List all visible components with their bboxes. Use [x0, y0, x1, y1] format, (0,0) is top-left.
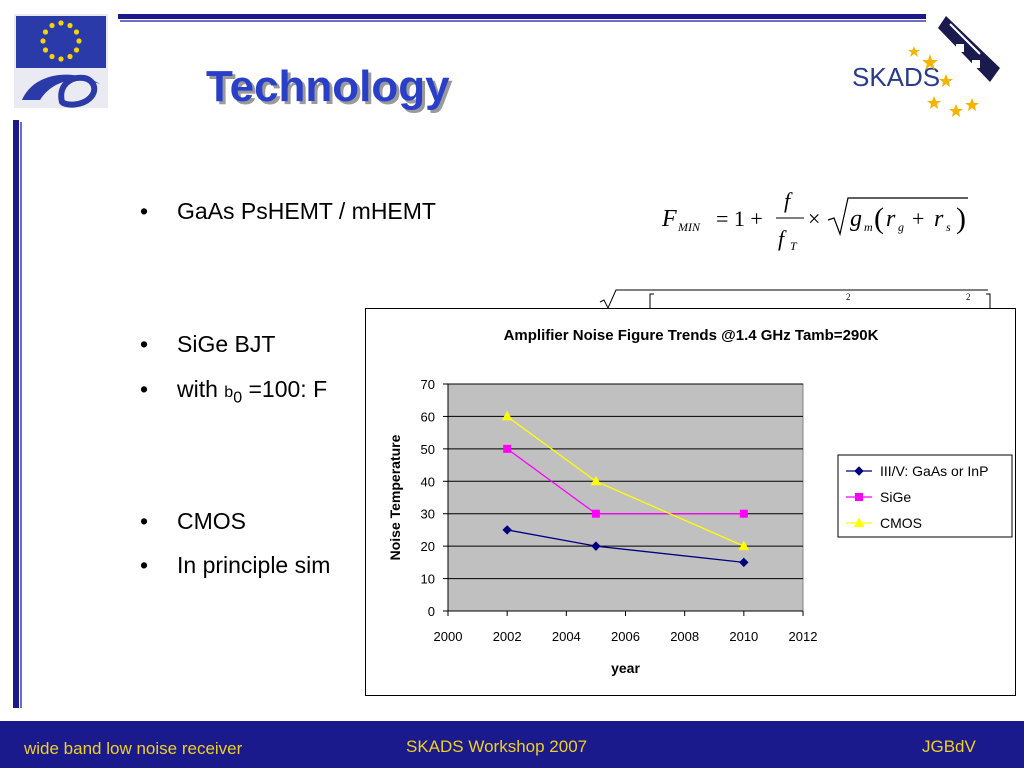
fmin-formula: F MIN = 1 + f f T × g m ( r g + r s )	[661, 188, 968, 253]
left-rule	[13, 120, 19, 708]
noise-chart-svg: Amplifier Noise Figure Trends @1.4 GHz T…	[387, 327, 1013, 676]
axes: 0 10 20 30 40 50 60 70 2000 2002 2004 2006 2008 2010 2…	[421, 377, 818, 644]
y-tick-label: 30	[421, 507, 435, 522]
svg-text:f: f	[778, 226, 787, 251]
data-point	[590, 475, 602, 486]
data-point	[591, 541, 601, 551]
legend-marker	[855, 493, 863, 501]
svg-text:): )	[956, 202, 966, 235]
bullet-principle: • In principle sim	[140, 552, 331, 578]
noise-chart: Amplifier Noise Figure Trends @1.4 GHz T…	[365, 308, 1016, 696]
slide-title: Technology	[206, 62, 450, 111]
footer-right-text: JGBdV	[922, 737, 976, 756]
svg-text:T: T	[790, 239, 798, 253]
x-tick-label: 2006	[611, 629, 640, 644]
svg-text:g: g	[850, 206, 862, 232]
series-1	[503, 444, 748, 518]
skads-logo: SKADS	[852, 16, 1000, 117]
data-point	[738, 540, 750, 551]
svg-text:f: f	[784, 188, 793, 213]
svg-text:(: (	[874, 202, 884, 235]
bullet-sige: • SiGe BJT	[140, 331, 276, 357]
legend-marker	[853, 517, 865, 527]
y-tick-label: 40	[421, 474, 435, 489]
footer-center-text: SKADS Workshop 2007	[406, 737, 588, 756]
bullet-gaas: • GaAs PsHEMT / mHEMT	[140, 198, 436, 224]
svg-text:r: r	[886, 206, 896, 232]
eu-fp6-logo	[14, 14, 108, 108]
x-axis-label: year	[611, 660, 640, 676]
svg-text:r: r	[934, 206, 944, 232]
x-tick-label: 2008	[670, 629, 699, 644]
x-tick-label: 2004	[552, 629, 581, 644]
series-0	[502, 525, 749, 568]
svg-text:2: 2	[966, 292, 971, 302]
data-point	[502, 525, 512, 535]
series-group	[501, 410, 750, 568]
legend-item: SiGe	[846, 489, 911, 505]
svg-text:= 1 +: = 1 +	[716, 206, 763, 231]
y-tick-label: 50	[421, 442, 435, 457]
bullet-beta: • with b0 =100: F	[140, 376, 328, 407]
y-tick-label: 60	[421, 409, 435, 424]
legend: III/V: GaAs or InP SiGe CMOS	[837, 454, 1013, 538]
svg-text:2: 2	[846, 292, 851, 302]
legend-label: III/V: GaAs or InP	[880, 463, 988, 479]
data-point	[503, 444, 512, 453]
footer-left-text: wide band low noise receiver	[24, 739, 243, 758]
data-point	[739, 509, 748, 518]
svg-text:F: F	[661, 206, 677, 232]
series-2	[501, 410, 750, 551]
x-tick-label: 2000	[434, 629, 463, 644]
plot-area	[447, 383, 804, 612]
svg-text:s: s	[946, 220, 951, 234]
footer-bar: wide band low noise receiver SKADS Works…	[0, 721, 1024, 768]
legend-item: III/V: GaAs or InP	[846, 463, 988, 479]
y-tick-label: 0	[428, 604, 435, 619]
data-point	[739, 557, 749, 568]
y-tick-label: 70	[421, 377, 435, 392]
svg-text:g: g	[898, 220, 904, 234]
x-tick-label: 2012	[789, 629, 818, 644]
bullet-cmos: • CMOS	[140, 508, 246, 534]
svg-text:MIN: MIN	[677, 220, 701, 234]
skads-logo-text: SKADS	[852, 62, 940, 92]
legend-marker	[854, 466, 864, 476]
y-tick-label: 10	[421, 572, 435, 587]
x-tick-label: 2002	[493, 629, 522, 644]
legend-label: SiGe	[880, 489, 911, 505]
y-tick-label: 20	[421, 539, 435, 554]
top-rule-shadow	[120, 20, 926, 22]
legend-label: CMOS	[880, 515, 922, 531]
top-rule	[118, 14, 926, 19]
svg-text:m: m	[864, 220, 873, 234]
left-rule-shadow	[20, 122, 22, 708]
svg-text:+: +	[912, 206, 924, 231]
legend-item: CMOS	[846, 515, 922, 531]
y-axis-label: Noise Temperature	[387, 434, 403, 560]
x-tick-label: 2010	[729, 629, 758, 644]
data-point	[591, 509, 600, 518]
sige-formula-partial: 2 2	[599, 289, 991, 310]
chart-title: Amplifier Noise Figure Trends @1.4 GHz T…	[504, 327, 879, 344]
data-point	[501, 410, 513, 421]
svg-text:×: ×	[808, 206, 820, 231]
